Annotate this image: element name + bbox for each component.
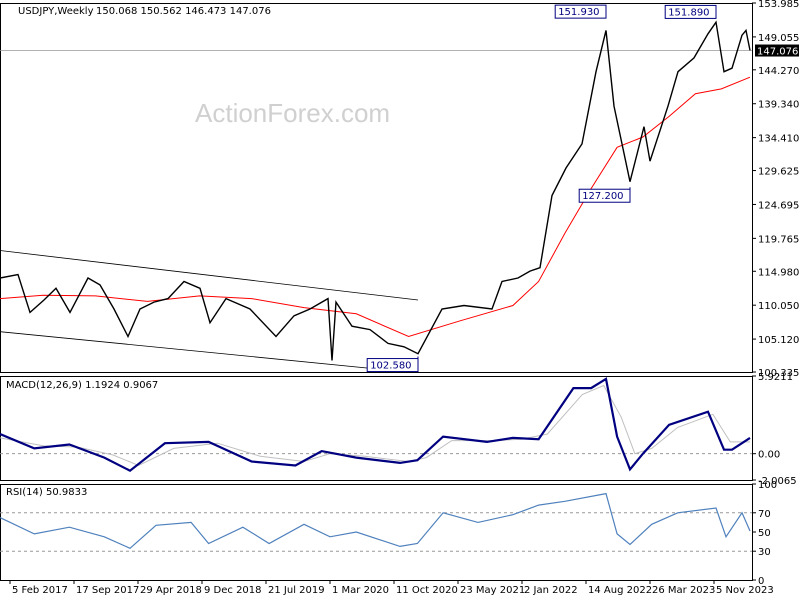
annotation-box-3 (366, 358, 419, 373)
macd-tick-label-2: -2.0065 (758, 476, 797, 487)
axes: 153.985 149.055 144.270 139.340 134.410 129.6… (9, 0, 799, 596)
x-tick-label-3: 9 Dec 2018 (204, 585, 262, 596)
rsi-tick-label-2: 50 (758, 528, 771, 539)
macd-tick-label-1: 0.00 (758, 450, 780, 461)
x-tick-label-7: 23 May 2021 (460, 585, 525, 596)
annotation-label-1: 127.200 (582, 191, 623, 202)
price-tick-label-8: 114.980 (758, 267, 799, 278)
x-tick-label-5: 1 Mar 2020 (332, 585, 389, 596)
price-title: USDJPY,Weekly (18, 6, 94, 17)
x-tick-label-6: 11 Oct 2020 (396, 585, 458, 596)
rsi-tick-label-1: 70 (758, 509, 771, 520)
price-tick-label-0: 153.985 (758, 0, 799, 10)
annotation-label-2: 151.890 (668, 7, 709, 18)
current-price-label: 147.076 (757, 47, 798, 58)
price-tick-label-4: 134.410 (758, 134, 799, 145)
annotation-label-3: 102.580 (370, 361, 411, 372)
x-tick-label-11: 5 Nov 2023 (716, 585, 774, 596)
rsi-title: RSI(14) 50.9833 (6, 487, 87, 498)
annotation-box-1 (578, 188, 631, 203)
annotation-label-0: 151.930 (558, 7, 599, 18)
price-tick-label-6: 124.695 (758, 200, 799, 211)
watermark: ActionForex.com (195, 98, 390, 128)
price-tick-label-1: 149.055 (758, 33, 799, 44)
rsi-panel (0, 492, 752, 552)
moving-average-line (0, 76, 751, 338)
price-line (0, 20, 751, 361)
macd-title: MACD(12,26,9) 1.1924 0.9067 (6, 380, 158, 391)
price-panel: 147.076 151.930 127.200 151.890 102.580 (0, 4, 799, 373)
price-tick-label-7: 119.765 (758, 234, 799, 245)
x-tick-label-4: 21 Jul 2019 (268, 585, 325, 596)
rsi-tick-label-0: 100 (758, 480, 777, 491)
ohlc-readout: 150.068 150.562 146.473 147.076 (96, 6, 271, 17)
macd-panel (0, 377, 752, 472)
price-tick-label-5: 129.625 (758, 167, 799, 178)
price-tick-label-10: 105.120 (758, 335, 799, 346)
x-tick-label-8: 2 Jan 2022 (524, 585, 578, 596)
rsi-tick-label-4: 0 (758, 576, 764, 587)
rsi-frame (0, 484, 753, 581)
annotation-box-0 (554, 4, 607, 19)
annotation-box-2 (664, 4, 717, 19)
x-tick-label-1: 17 Sep 2017 (76, 585, 139, 596)
x-tick-label-9: 14 Aug 2022 (588, 585, 652, 596)
channel-line-1 (0, 331, 411, 373)
price-tick-label-9: 110.050 (758, 301, 799, 312)
price-tick-label-3: 139.340 (758, 100, 799, 111)
channel-line-0 (0, 250, 419, 301)
macd-line (0, 377, 751, 472)
macd-tick-label-0: 5.9211 (758, 372, 793, 383)
rsi-line (0, 492, 751, 550)
price-frame (0, 3, 753, 373)
price-tick-label-2: 144.270 (758, 66, 799, 77)
chart-frames (0, 3, 753, 581)
macd-signal-line (0, 384, 750, 467)
macd-frame (0, 376, 753, 481)
x-tick-label-2: 29 Apr 2018 (140, 585, 202, 596)
x-tick-label-0: 5 Feb 2017 (12, 585, 68, 596)
price-tick-label-11: 100.335 (758, 368, 799, 379)
x-tick-label-10: 26 Mar 2023 (652, 585, 715, 596)
rsi-tick-label-3: 30 (758, 547, 771, 558)
current-price-badge (755, 44, 799, 57)
